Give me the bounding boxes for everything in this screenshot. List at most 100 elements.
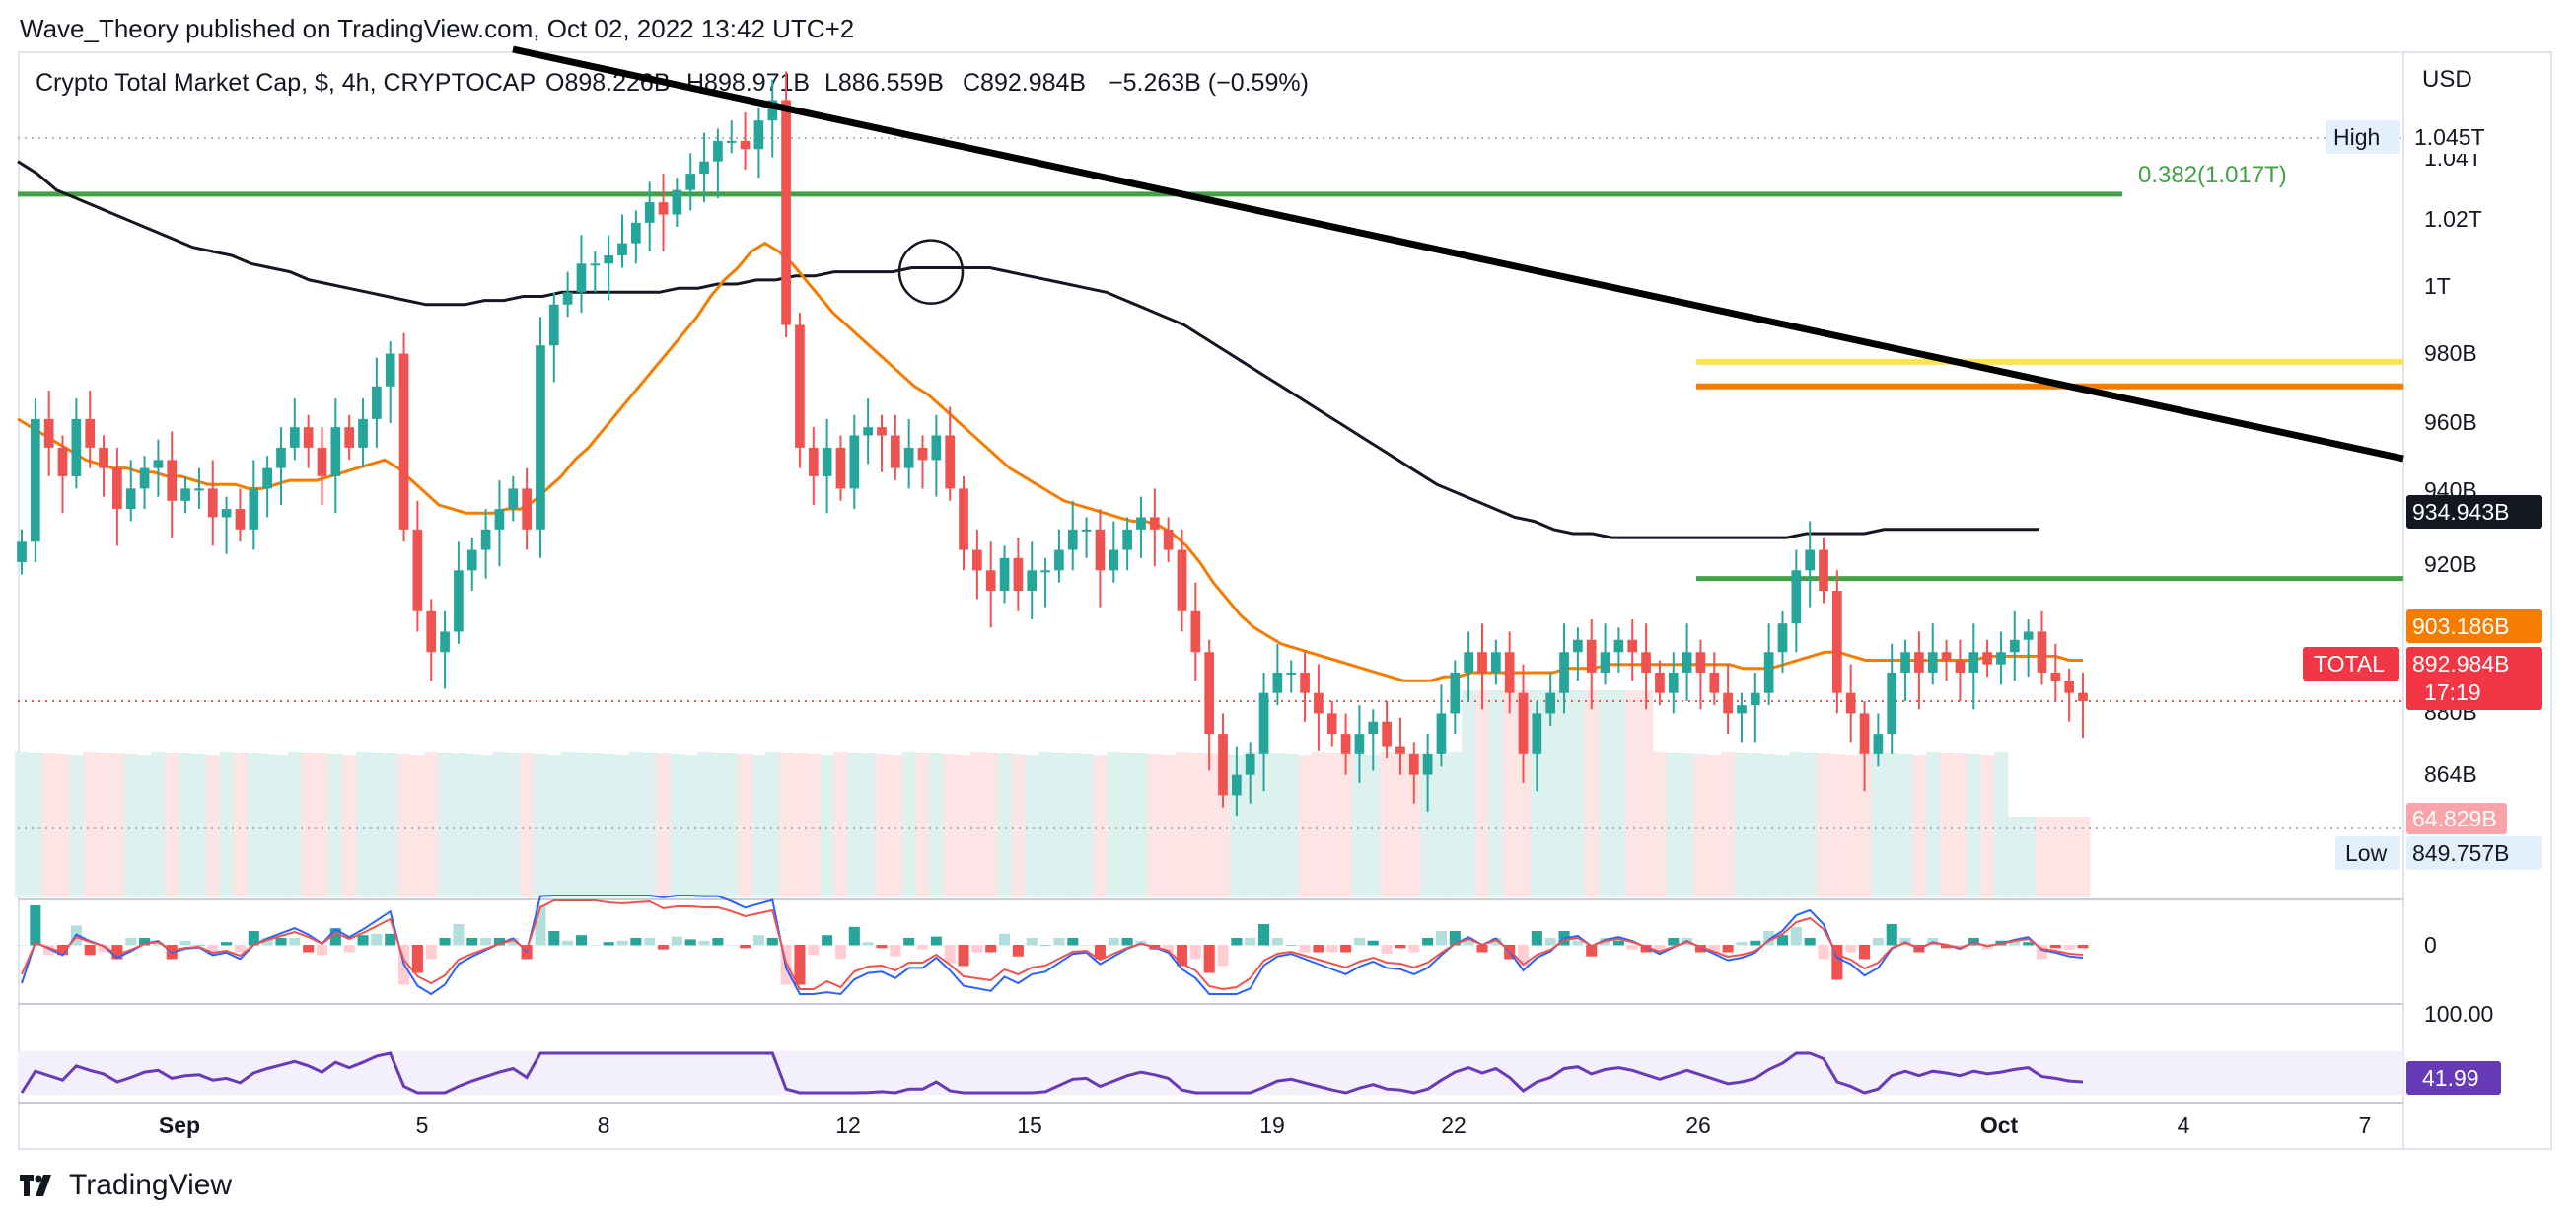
moving-averages (17, 160, 2083, 682)
volume-bar (1693, 754, 1708, 897)
volume-bar (465, 754, 480, 897)
volume-bar (1324, 753, 1340, 897)
candle-body (1927, 652, 1938, 673)
macd-histogram-bar (2063, 945, 2075, 950)
volume-bar (1175, 752, 1189, 897)
volume-bar (328, 754, 343, 897)
candle-body (2064, 681, 2075, 693)
volume-bar (615, 755, 630, 897)
candle-body (139, 467, 150, 489)
volume-bar (1885, 753, 1899, 897)
time-tick-label: 4 (2178, 1112, 2190, 1138)
candle-body (317, 447, 327, 476)
volume-bar (2021, 817, 2037, 897)
volume-bar (820, 755, 835, 897)
macd-histogram-bar (1640, 945, 1652, 953)
macd-histogram-bar (671, 936, 682, 946)
candle-body (1586, 639, 1597, 673)
volume-bar (506, 753, 521, 897)
candle-body (385, 353, 395, 387)
rsi-upper-label: 100.00 (2424, 1001, 2493, 1027)
candle-body (412, 529, 423, 611)
candle-body (494, 509, 505, 530)
candle-body (699, 161, 709, 175)
macd-histogram-bar (1299, 945, 1311, 953)
macd-histogram-bar (1081, 945, 1093, 946)
volume-bar (1352, 754, 1367, 897)
macd-histogram-bar (84, 945, 96, 956)
volume-bar (410, 755, 425, 897)
volume-bar (1161, 755, 1177, 897)
macd-histogram-bar (616, 940, 628, 946)
macd-histogram-bar (644, 938, 656, 946)
macd-histogram-bar (234, 945, 246, 953)
macd-histogram-bar (493, 938, 505, 946)
total-badge-value: 892.984B (2412, 651, 2509, 677)
volume-bar (492, 752, 507, 897)
volume-bar (1967, 754, 1981, 897)
volume-bar (287, 752, 303, 897)
volume-bar (1011, 754, 1026, 897)
candle-body (1668, 672, 1679, 693)
volume-bar (1611, 690, 1626, 897)
candle-body (398, 353, 409, 530)
volume-bar (2062, 817, 2077, 897)
volume-bar (1953, 753, 1968, 897)
time-tick-label: 26 (1685, 1112, 1711, 1138)
macd-histogram-bar (1886, 924, 1897, 946)
macd-histogram-bar (1435, 931, 1448, 946)
volume-bar (1653, 752, 1668, 897)
volume-bar (2035, 817, 2049, 897)
macd-histogram-bar (275, 938, 287, 946)
volume-bar (724, 753, 740, 897)
ma200-line (17, 160, 2039, 539)
reference-lines: 0.382(1.017T) (18, 137, 2403, 829)
candle-body (440, 631, 450, 653)
volume-bar (683, 755, 698, 897)
macd-histogram-bar (1449, 931, 1461, 946)
macd-histogram-bar (535, 905, 546, 946)
candle-body (1122, 529, 1132, 550)
volume-bar (478, 755, 494, 897)
candle-body (522, 488, 532, 530)
candle-body (1709, 672, 1720, 693)
price-tick-label: 1.02T (2424, 206, 2482, 232)
volume-bar (943, 754, 958, 897)
volume-bar (97, 753, 111, 897)
candle-body (1340, 734, 1351, 754)
volume-bar (997, 753, 1012, 897)
volume-bar (1434, 755, 1449, 897)
price-tick-label: 980B (2424, 340, 2477, 366)
macd-histogram-bar (1408, 945, 1420, 953)
candle-body (1655, 672, 1665, 693)
volume-bar (628, 752, 644, 897)
trendline-group (512, 45, 2404, 463)
candle-body (1996, 652, 2006, 665)
macd-histogram-bar (1804, 938, 1816, 946)
macd-histogram-bar (1094, 945, 1106, 960)
volume-bar (1843, 755, 1859, 897)
macd-histogram-bar (1067, 938, 1079, 946)
macd-histogram-bar (1313, 945, 1324, 953)
rsi-badge-value: 41.99 (2422, 1065, 2479, 1091)
volume-bar (1639, 690, 1654, 897)
candle-body (30, 418, 40, 542)
candle-body (1613, 639, 1624, 653)
ohlc-open: O898.226B (545, 69, 671, 97)
macd-histogram-bar (1694, 945, 1706, 953)
volume-bar (356, 752, 371, 897)
candle-body (71, 418, 82, 476)
macd-histogram-bar (1736, 942, 1748, 946)
macd-histogram-bar (862, 942, 874, 946)
macd-histogram-bar (357, 935, 369, 946)
descending-trendline (512, 45, 2404, 463)
volume-bar (534, 754, 548, 897)
candle-body (2078, 692, 2088, 701)
volume-bar (1052, 753, 1067, 897)
ema-line (17, 241, 2083, 682)
volume-bar (1543, 690, 1558, 897)
macd-histogram-bar (1572, 940, 1584, 946)
macd-histogram-bar (411, 945, 423, 973)
volume-bar (424, 752, 439, 897)
